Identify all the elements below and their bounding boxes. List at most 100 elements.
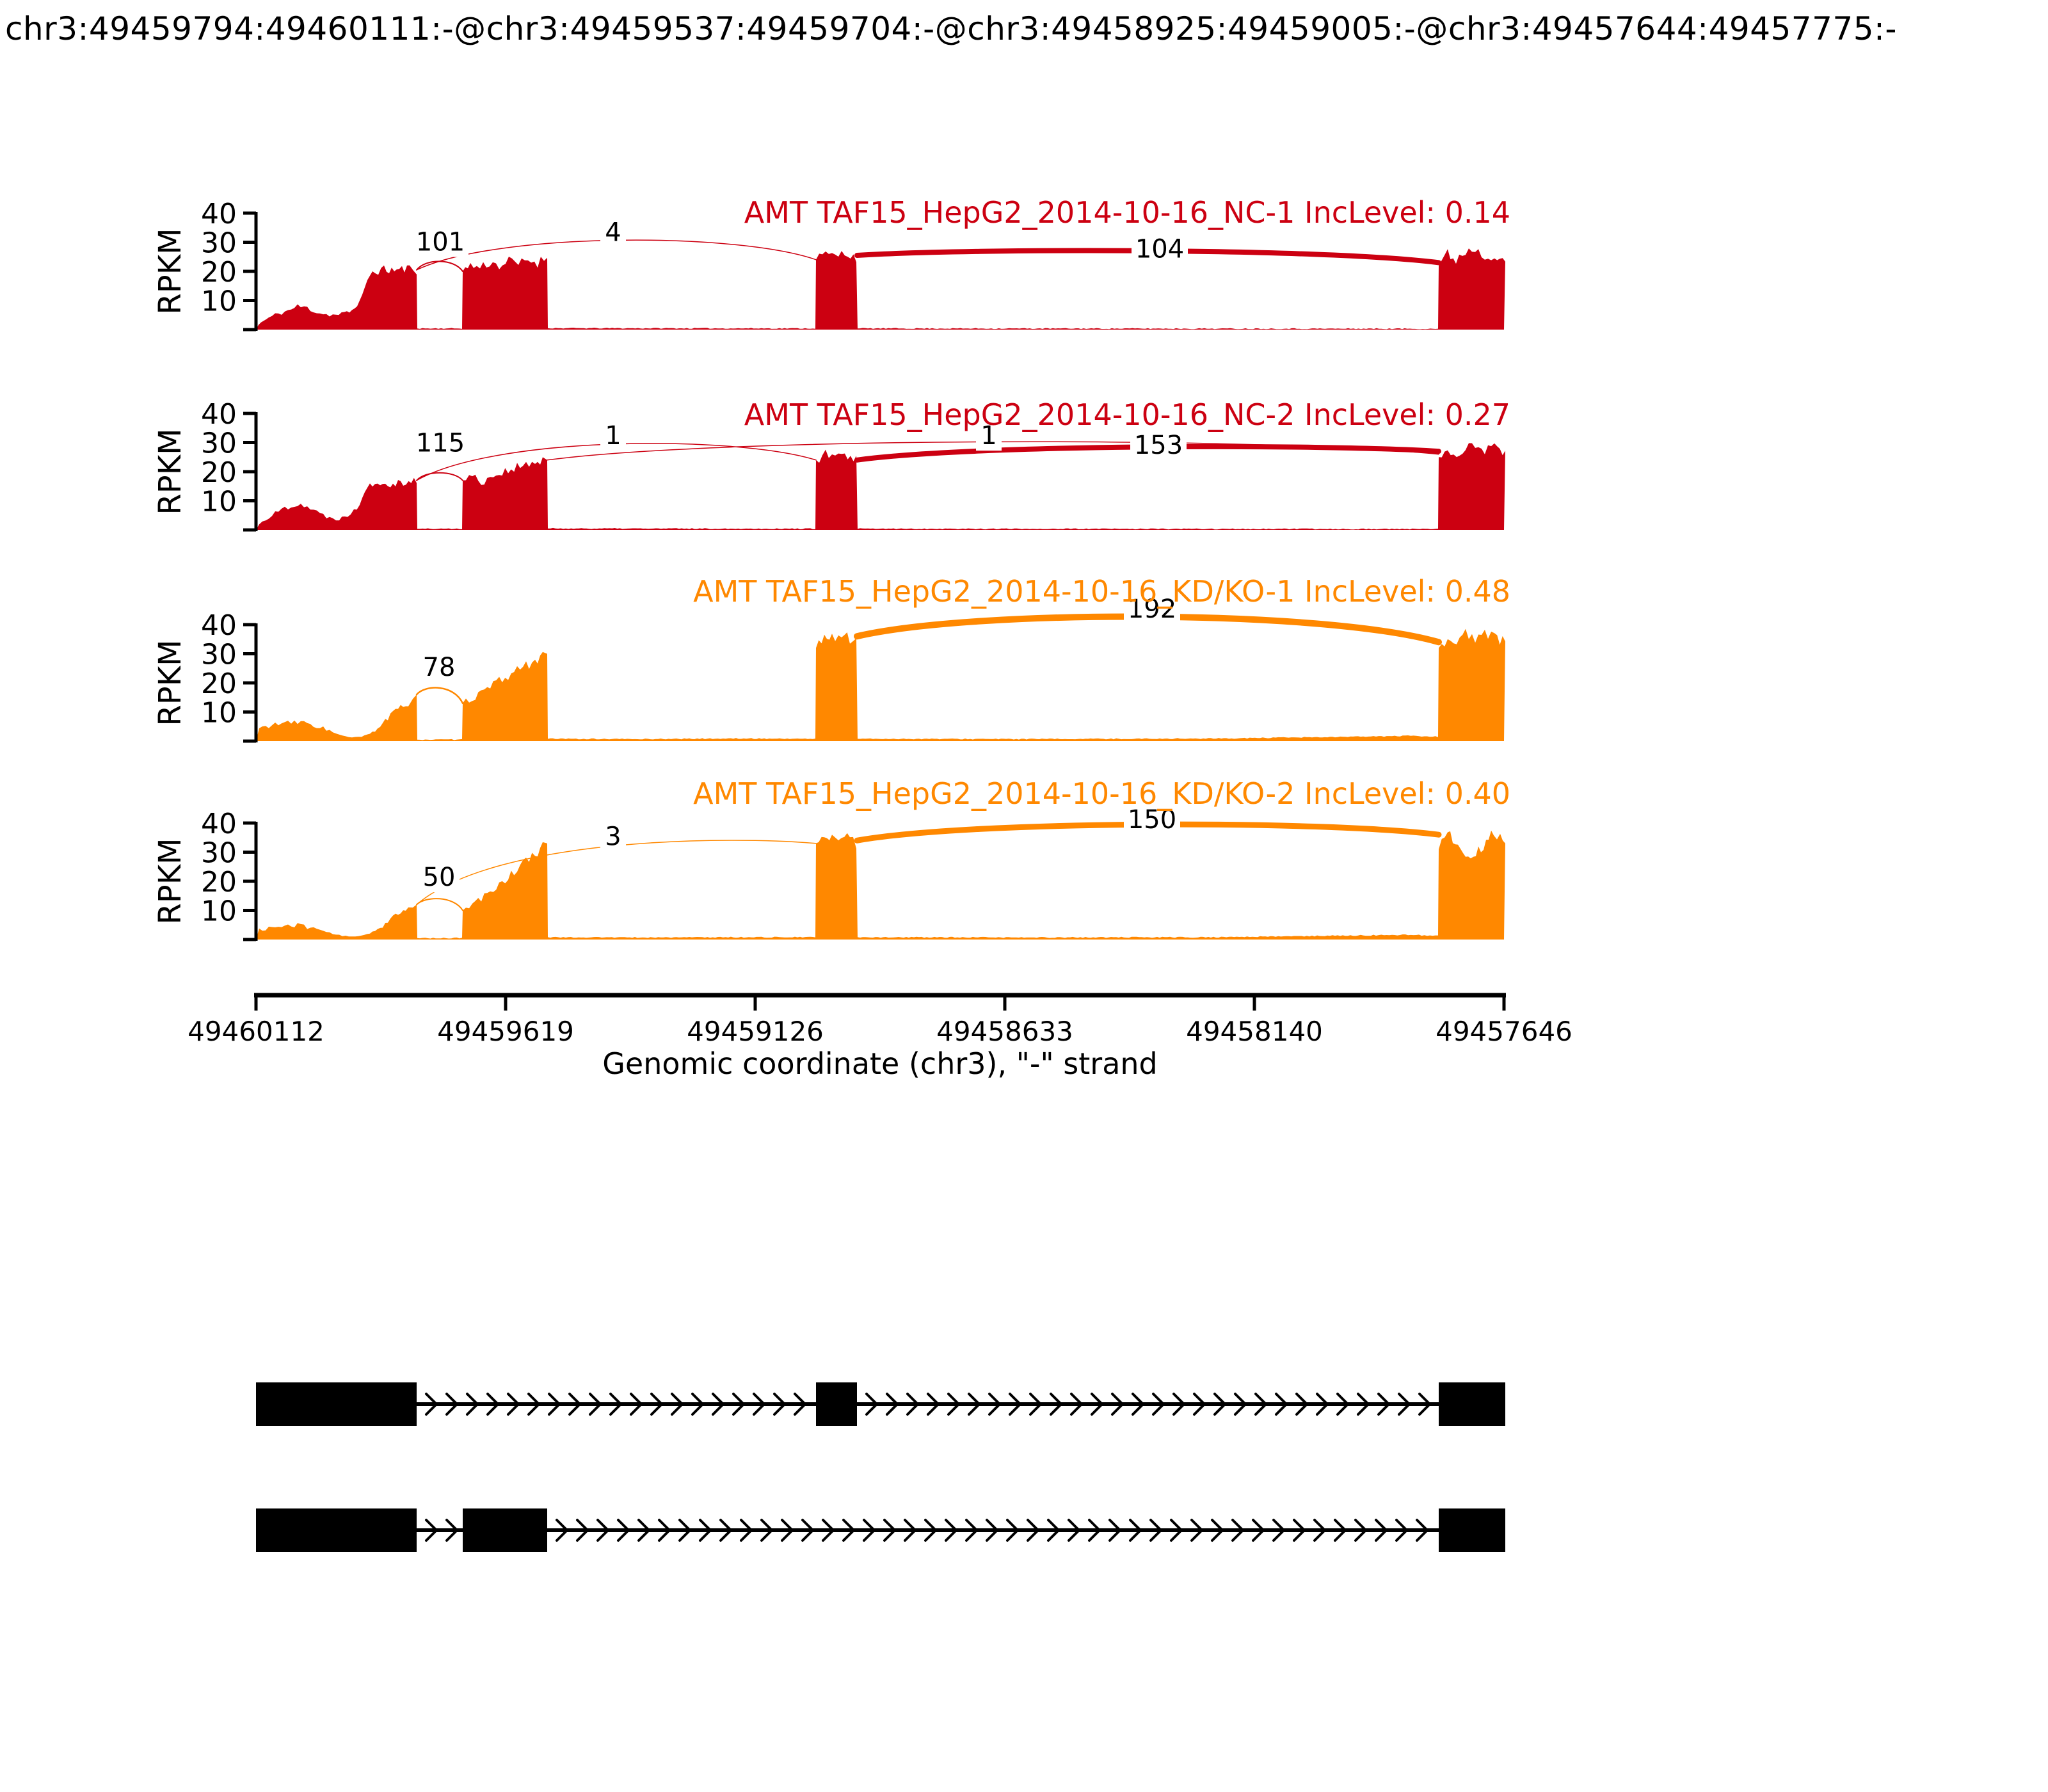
x-tick-label: 49460112 [188,1016,324,1047]
y-tick-label: 40 [201,398,237,431]
y-tick-label: 40 [201,609,237,642]
y-tick-label: 30 [201,639,237,671]
y-axis-title: RPKM [152,639,188,726]
strand-direction-chevron [1029,1393,1043,1416]
strand-direction-chevron [425,1393,438,1416]
exon-box [256,1508,417,1552]
junction-arc [416,260,463,272]
strand-direction-chevron [1009,1393,1022,1416]
strand-direction-chevron [1213,1393,1227,1416]
strand-direction-chevron [842,1519,856,1542]
junction-count-label: 104 [1135,235,1184,264]
strand-direction-chevron [1293,1519,1306,1542]
strand-direction-chevron [927,1393,940,1416]
strand-direction-chevron [1152,1393,1165,1416]
y-tick-label: 40 [201,198,237,230]
strand-direction-chevron [1190,1519,1204,1542]
y-tick-label: 10 [201,895,237,928]
strand-direction-chevron [445,1393,459,1416]
strand-direction-chevron [1354,1519,1368,1542]
track-title: AMT TAF15_HepG2_2014-10-16_KD/KO-1 IncLe… [693,574,1510,609]
strand-direction-chevron [1193,1393,1206,1416]
y-tick-label: 30 [201,227,237,260]
strand-direction-chevron [822,1519,835,1542]
track-title: AMT TAF15_HepG2_2014-10-16_KD/KO-2 IncLe… [693,776,1510,811]
strand-direction-chevron [1091,1393,1104,1416]
junction-count-gap [976,420,1002,451]
strand-direction-chevron [1211,1519,1224,1542]
exon-box [816,1382,857,1426]
y-axis-title: RPKM [152,228,188,314]
transcript-structures-layer [256,1382,1505,1552]
strand-direction-chevron [589,1393,602,1416]
strand-direction-chevron [712,1393,725,1416]
junction-count-label: 153 [1134,431,1183,460]
strand-direction-chevron [1395,1519,1409,1542]
strand-direction-chevron [968,1393,981,1416]
strand-direction-chevron [781,1519,794,1542]
strand-direction-chevron [947,1393,961,1416]
strand-direction-chevron [945,1519,958,1542]
junction-count-gap [600,820,626,852]
strand-direction-chevron [1418,1393,1432,1416]
strand-direction-chevron [556,1519,569,1542]
y-tick-label: 40 [201,808,237,840]
coverage-area [256,248,1505,330]
strand-direction-chevron [1334,1519,1347,1542]
strand-direction-chevron [1398,1393,1411,1416]
strand-direction-chevron [1006,1519,1020,1542]
coverage-area [256,628,1505,741]
strand-direction-chevron [801,1519,815,1542]
junction-count-gap [1132,233,1188,264]
junction-count-label: 50 [423,863,456,892]
y-tick-label: 10 [201,486,237,518]
strand-direction-chevron [1132,1393,1145,1416]
junction-arc [416,472,463,481]
strand-direction-chevron [863,1519,876,1542]
strand-direction-chevron [678,1519,692,1542]
coverage-area [256,830,1505,940]
strand-direction-chevron [1068,1519,1081,1542]
strand-direction-chevron [719,1519,733,1542]
strand-direction-chevron [609,1393,623,1416]
junction-count-gap [419,651,460,682]
strand-direction-chevron [904,1519,917,1542]
strand-direction-chevron [507,1393,520,1416]
strand-direction-chevron [596,1519,610,1542]
strand-direction-chevron [1070,1393,1084,1416]
junction-count-gap [1124,804,1180,835]
strand-direction-chevron [1254,1393,1268,1416]
y-tick-label: 30 [201,428,237,460]
x-tick-label: 49458633 [936,1016,1073,1047]
strand-direction-chevron [445,1519,459,1542]
x-tick-label: 49459126 [687,1016,824,1047]
junction-count-gap [600,420,626,451]
x-axis-title: Genomic coordinate (chr3), "-" strand [602,1046,1157,1081]
x-tick-label: 49457646 [1436,1016,1572,1047]
y-axis-title: RPKM [152,838,188,924]
strand-direction-chevron [1050,1393,1063,1416]
y-tick-label: 20 [201,668,237,700]
strand-direction-chevron [671,1393,684,1416]
exon-box [1439,1382,1505,1426]
strand-direction-chevron [986,1519,999,1542]
exon-box [1439,1508,1505,1552]
strand-direction-chevron [965,1519,979,1542]
strand-direction-chevron [1111,1393,1124,1416]
junction-count-gap [1124,593,1180,624]
coverage-area [256,443,1505,530]
strand-direction-chevron [794,1393,807,1416]
strand-direction-chevron [1172,1393,1186,1416]
strand-direction-chevron [630,1393,643,1416]
y-tick-label: 20 [201,256,237,289]
strand-direction-chevron [924,1519,938,1542]
strand-direction-chevron [466,1393,479,1416]
exon-box [463,1508,547,1552]
strand-direction-chevron [1275,1393,1288,1416]
junction-count-label: 115 [416,429,465,458]
strand-direction-chevron [1377,1393,1391,1416]
